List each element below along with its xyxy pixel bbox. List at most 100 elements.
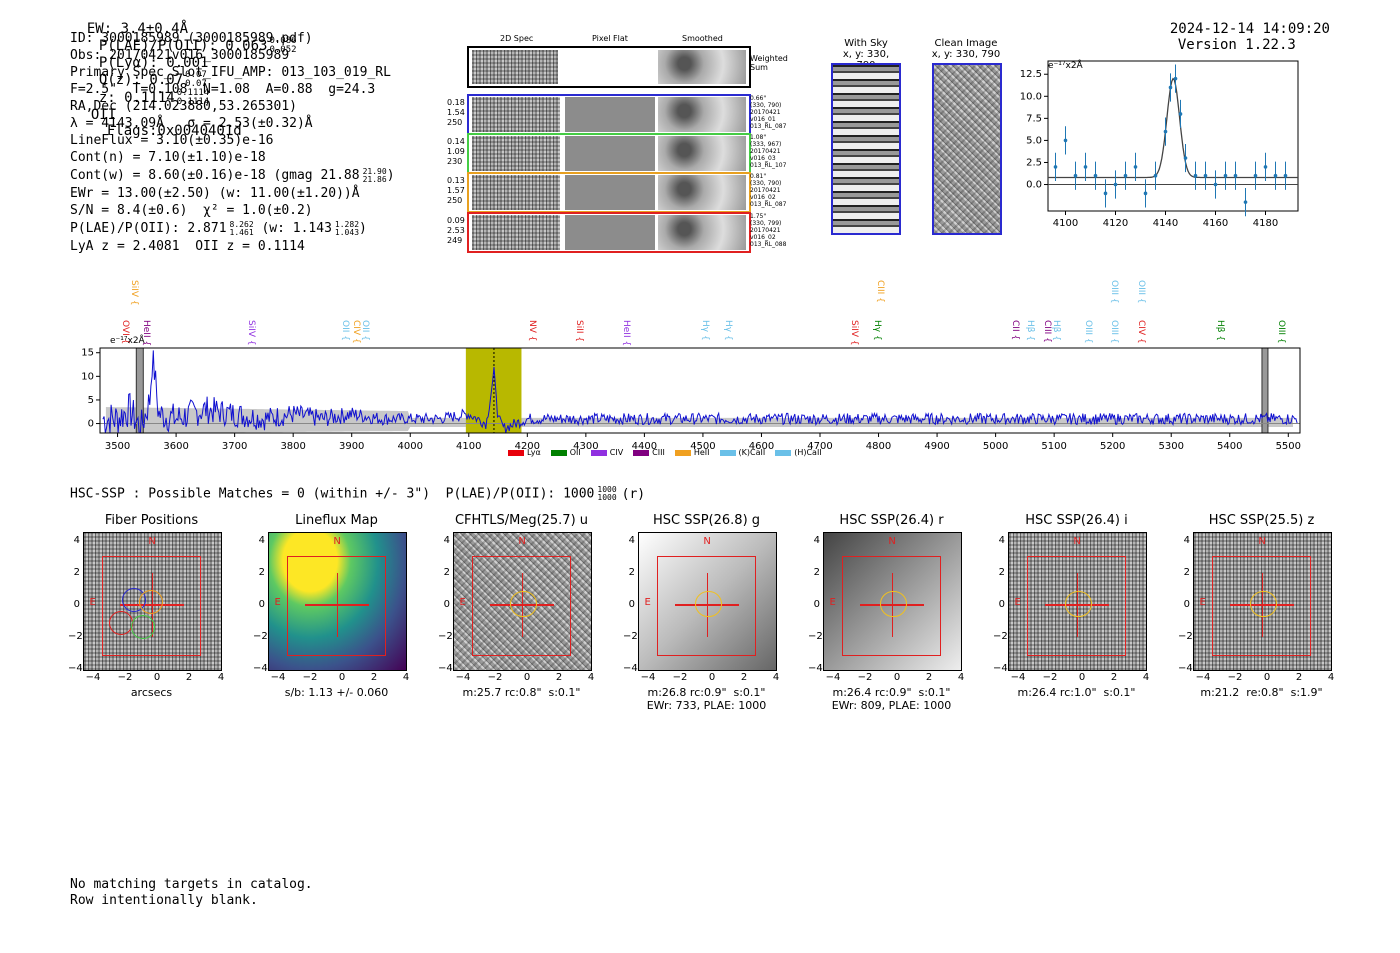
legend-swatch [508,449,524,456]
header-plya: P(Lyα): 0.001 [98,55,209,71]
cutout-row [467,212,751,253]
panel-target-circle [1065,590,1092,618]
spectrum-xtick-label: 5200 [1100,441,1125,452]
panel-ytick-label: 0 [998,599,1005,610]
spectrum-error-band [105,407,1293,434]
spectrum-xtick-label: 4300 [573,441,598,452]
header-plae-hi: 0.086 [269,36,297,46]
zoom-point [1093,173,1098,178]
zoom-xtick-label: 4100 [1053,218,1078,229]
info-obs: Obs: 20170421v016_3000185989 [70,48,290,63]
cutout-left-label: 0.09 2.53 249 [447,216,465,245]
panel-xtick-label: −2 [487,672,503,683]
panel-north-label: N [518,535,526,547]
panel-north-label: N [703,535,711,547]
panel-title: HSC SSP(26.4) r [839,513,944,528]
panel-ytick-label: 0 [1183,599,1190,610]
info-plae-hi2: 1.282 [334,219,360,229]
header-plae-lo: 0.052 [269,45,297,55]
info-lambda: λ = 4143.09Å σ = 2.53(±0.32)Å [70,116,313,131]
info-plae-mid: (w: 1.143 [253,221,332,236]
panel-ytick-label: −2 [993,631,1008,642]
panel-note-1: m:26.8 rc:0.9" s:0.1" [647,686,766,699]
zoom-point [1153,173,1158,178]
with-sky-image [831,63,901,235]
spectrum-ytick-label: 10 [81,371,94,382]
cutout-pixelflat [565,175,655,210]
panel-xtick-label: −4 [1010,672,1026,683]
spectrum-line-label: SiIV { [128,280,139,306]
zoom-point [1123,173,1128,178]
spectrum-line-label: OIII { [1135,280,1146,304]
clean-coords: x, y: 330, 790 [931,49,1001,60]
panel-ytick-label: 4 [813,535,820,546]
cutout-left-label: 0.13 1.57 250 [447,176,465,205]
zoom-point [1113,182,1118,187]
zoom-ytick-label: 0.0 [1026,180,1042,191]
info-slot: Primary Spec_Slot_IFU_AMP: 013_103_019_R… [70,65,391,80]
panel-aperture-box [471,556,572,656]
header-line: EW: 3.4±0.4Å P(LAE)/P(OII): 0.063 0.086 0.… [70,5,297,139]
panel-ytick-label: 0 [443,599,450,610]
zoom-point [1263,165,1268,169]
legend-item: (K)CaII [719,448,765,457]
panel-crosshair-h [304,604,369,606]
panel-xtick-label: 0 [523,672,531,683]
footer-line-2: Row intentionally blank. [70,893,258,908]
zoom-frame [1047,60,1299,212]
info-lineflux: LineFlux = 3.10(±0.35)e-16 [70,133,274,148]
spectrum-xtick-label: 4400 [632,441,657,452]
spectrum-xtick-label: 4000 [398,441,423,452]
cutout-left-label: 0.18 1.54 250 [447,98,465,127]
zoom-xtick-label: 4120 [1103,218,1128,229]
zoom-point [1168,85,1173,90]
info-contn: Cont(n) = 7.10(±1.10)e-18 [70,150,266,165]
panel-aperture-box [101,556,202,656]
info-z: LyA z = 2.4081 OII z = 0.1114 [70,239,305,254]
zoom-xtick-label: 4140 [1153,218,1178,229]
panel-east-label: E [89,597,96,609]
cutout-smoothed [658,136,746,171]
panel-ytick-label: 2 [628,567,635,578]
spectrum-xtick-label: 5100 [1041,441,1066,452]
panel-xtick-label: 0 [708,672,716,683]
panel-note-2: EWr: 809, PLAE: 1000 [831,699,952,712]
cutout-right-label: 0.66" (330, 790) 20170421 v016_01 013_RL… [750,95,787,130]
panel-ytick-label: −2 [808,631,823,642]
zoom-plot: 4100 4120 4140 4160 4180 12.5 10.0 7.5 5.0 2.5 0.0 [1020,60,1299,229]
panel-xtick-label: 2 [1295,672,1303,683]
cutout-pixelflat [565,97,655,132]
spectrum-xtick-label: 5300 [1158,441,1183,452]
header-qz-lo: 0.07 [185,79,207,89]
panel-xtick-label: −4 [455,672,471,683]
zoom-point [1253,173,1258,178]
panel-xtick-label: 4 [1142,672,1150,683]
spectrum-plot: 3500 3600 3700 3800 3900 4000 4100 4200 4300 4400… [81,347,1301,452]
cutout-row [467,172,751,213]
spectrum-ytick-label: 15 [81,348,94,359]
header-qz: Q(z): 0.07 [98,72,184,88]
spectrum-xtick-label: 4100 [456,441,481,452]
panel-xtick-label: −4 [85,672,101,683]
header-z-hi: 0.1114 [176,88,210,98]
panel-ytick-label: −4 [993,663,1008,674]
panel-note-1: arcsecs [130,686,173,699]
panel-ytick-label: 2 [813,567,820,578]
panel-xtick-label: 2 [555,672,563,683]
clean-title: Clean Image [934,38,998,49]
panel-xtick-label: 4 [772,672,780,683]
legend-label: CIII [652,448,665,457]
info-radec: RA,Dec (214.023880,53.265301) [70,99,297,114]
panel-ytick-label: 2 [1183,567,1190,578]
spectrum-frame [99,347,1301,434]
panel-xtick-label: 2 [1110,672,1118,683]
panel-aperture-box [1211,556,1312,656]
zoom-point [1053,165,1058,169]
legend-label: Lyα [527,448,541,457]
spectrum-ytick-label: 0 [88,419,94,430]
col-title-2dspec: 2D Spec [500,34,534,43]
zoom-xtick-label: 4180 [1253,218,1278,229]
panel-xtick-label: 2 [370,672,378,683]
panel-north-label: N [888,535,896,547]
spectrum-xtick-label: 5000 [983,441,1008,452]
